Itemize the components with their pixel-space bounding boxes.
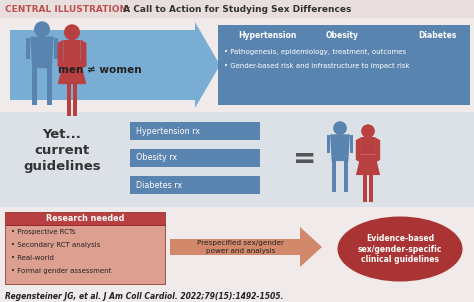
Circle shape — [334, 122, 346, 134]
Text: Prespecified sex/gender
power and analysis: Prespecified sex/gender power and analys… — [198, 240, 284, 253]
FancyBboxPatch shape — [130, 176, 260, 194]
Polygon shape — [375, 137, 380, 163]
Polygon shape — [58, 59, 86, 84]
Text: CENTRAL ILLUSTRATION:: CENTRAL ILLUSTRATION: — [5, 5, 131, 14]
Polygon shape — [344, 161, 348, 192]
Text: current: current — [35, 144, 90, 157]
Polygon shape — [361, 137, 375, 154]
Text: Yet...: Yet... — [43, 128, 82, 141]
FancyBboxPatch shape — [0, 0, 474, 18]
Polygon shape — [30, 37, 54, 68]
Text: Evidence-based
sex/gender-specific
clinical guidelines: Evidence-based sex/gender-specific clini… — [358, 234, 442, 264]
Text: Obesity rx: Obesity rx — [136, 153, 177, 162]
Text: guidelines: guidelines — [23, 160, 101, 173]
Circle shape — [65, 25, 79, 40]
Text: Obesity: Obesity — [326, 31, 359, 40]
Text: Hypertension rx: Hypertension rx — [136, 127, 200, 136]
Circle shape — [35, 22, 49, 37]
FancyBboxPatch shape — [5, 212, 165, 225]
Text: • Formal gender assessment: • Formal gender assessment — [11, 268, 111, 274]
Polygon shape — [369, 175, 373, 202]
FancyBboxPatch shape — [130, 149, 260, 167]
Polygon shape — [54, 38, 58, 59]
Polygon shape — [330, 134, 350, 161]
Ellipse shape — [337, 217, 463, 281]
Circle shape — [362, 125, 374, 137]
Polygon shape — [10, 22, 220, 108]
Text: =: = — [293, 145, 317, 173]
Polygon shape — [327, 135, 330, 153]
Text: • Gender-based risk and infrastructure to impact risk: • Gender-based risk and infrastructure t… — [224, 63, 410, 69]
Text: Hypertension: Hypertension — [238, 31, 296, 40]
Text: • Real-world: • Real-world — [11, 255, 54, 261]
Polygon shape — [64, 40, 80, 59]
FancyBboxPatch shape — [218, 25, 470, 105]
FancyBboxPatch shape — [130, 122, 260, 140]
Polygon shape — [80, 40, 86, 69]
Polygon shape — [364, 175, 367, 202]
Polygon shape — [73, 84, 77, 116]
Text: Diabetes: Diabetes — [418, 31, 456, 40]
Text: • Prospective RCTs: • Prospective RCTs — [11, 229, 76, 235]
Polygon shape — [170, 227, 322, 267]
Polygon shape — [58, 40, 64, 69]
Text: • Pathogenesis, epidemiology, treatment, outcomes: • Pathogenesis, epidemiology, treatment,… — [224, 49, 406, 55]
Text: • Secondary RCT analysis: • Secondary RCT analysis — [11, 242, 100, 248]
FancyBboxPatch shape — [0, 112, 474, 207]
Text: A Call to Action for Studying Sex Differences: A Call to Action for Studying Sex Differ… — [120, 5, 351, 14]
FancyBboxPatch shape — [5, 225, 165, 284]
Polygon shape — [66, 84, 71, 116]
Text: men ≠ women: men ≠ women — [58, 65, 142, 75]
Text: Regensteiner JG, et al. J Am Coll Cardiol. 2022;79(15):1492-1505.: Regensteiner JG, et al. J Am Coll Cardio… — [5, 292, 283, 301]
Polygon shape — [46, 68, 52, 105]
Polygon shape — [27, 38, 30, 59]
Polygon shape — [350, 135, 353, 153]
Polygon shape — [356, 154, 380, 175]
Polygon shape — [32, 68, 37, 105]
Text: Research needed: Research needed — [46, 214, 124, 223]
Polygon shape — [332, 161, 336, 192]
Text: Diabetes rx: Diabetes rx — [136, 181, 182, 189]
Polygon shape — [356, 137, 361, 163]
